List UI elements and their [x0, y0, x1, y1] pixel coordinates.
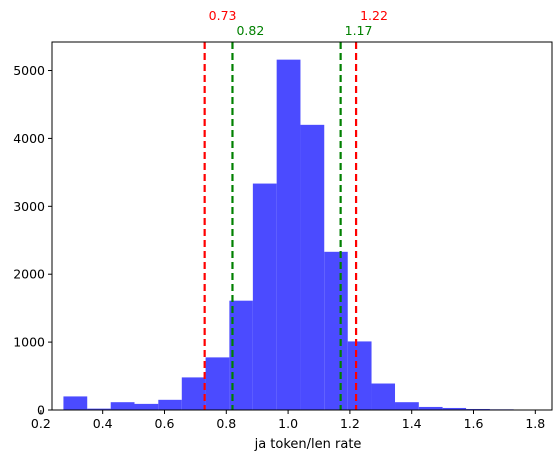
y-tick-label-3: 3000: [13, 199, 45, 214]
y-tick-label-0: 0: [37, 403, 45, 418]
x-tick-label-3: 0.8: [216, 416, 236, 431]
x-tick-label-0: 0.2: [31, 416, 51, 431]
reference-line-label-3: 1.17: [345, 23, 373, 38]
y-axis-ticks: 0 1000 2000 3000 4000 5000: [13, 63, 52, 418]
reference-lines: [203, 42, 358, 410]
axes-frame: [51, 41, 553, 411]
histogram-bar-1: [87, 408, 111, 410]
histogram-bar-4: [158, 399, 182, 410]
histogram-bar-6: [205, 357, 230, 410]
histogram-bar-14: [395, 402, 419, 410]
histogram-bar-15: [418, 406, 443, 410]
x-tick-label-5: 1.2: [340, 416, 360, 431]
x-tick-label-1: 0.4: [93, 416, 113, 431]
plot-frame: [51, 41, 553, 411]
y-tick-label-1: 1000: [13, 335, 45, 350]
x-tick-label-2: 0.6: [155, 416, 175, 431]
histogram-bar-9: [276, 59, 301, 410]
reference-line-labels: 0.73 1.22 0.82 1.17: [209, 8, 388, 38]
reference-line-label-2: 0.82: [236, 23, 264, 38]
histogram-bar-7: [229, 300, 253, 410]
histogram-bars: [63, 59, 538, 410]
reference-line-label-0: 0.73: [209, 8, 237, 23]
histogram-bar-16: [442, 407, 467, 410]
x-axis-label: ja token/len rate: [254, 437, 362, 452]
x-tick-label-8: 1.8: [525, 416, 545, 431]
histogram-bar-12: [347, 341, 372, 410]
x-tick-label-6: 1.4: [402, 416, 422, 431]
histogram-bar-0: [63, 396, 88, 410]
histogram-bar-2: [110, 402, 135, 410]
x-tick-label-4: 1.0: [278, 416, 298, 431]
histogram-bar-3: [134, 403, 159, 410]
y-tick-label-5: 5000: [13, 63, 45, 78]
x-axis-ticks: 0.2 0.4 0.6 0.8 1.0 1.2 1.4 1.6 1.8: [31, 410, 545, 431]
histogram-bar-13: [371, 383, 396, 410]
histogram-bar-17: [466, 408, 490, 410]
histogram-bar-5: [181, 377, 206, 410]
histogram-bar-8: [252, 183, 277, 410]
reference-line-label-1: 1.22: [360, 8, 388, 23]
histogram-bar-11: [324, 251, 348, 410]
x-tick-label-7: 1.6: [464, 416, 484, 431]
y-tick-label-4: 4000: [13, 131, 45, 146]
histogram-bar-10: [300, 124, 325, 410]
y-tick-label-2: 2000: [13, 267, 45, 282]
